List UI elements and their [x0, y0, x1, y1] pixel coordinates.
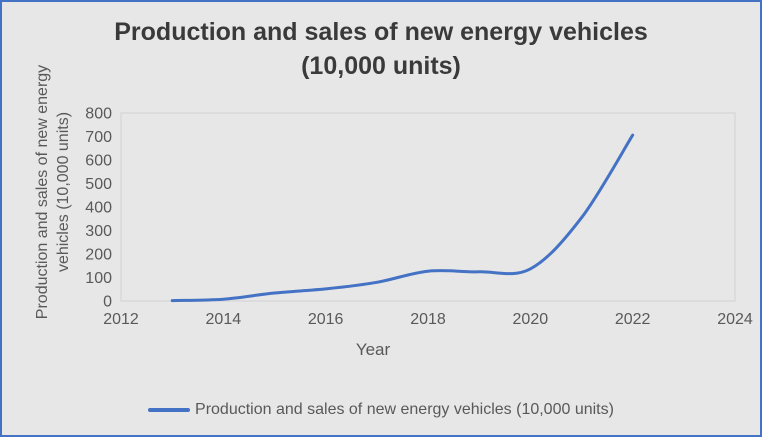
data-line: [170, 133, 635, 303]
x-axis-title: Year: [355, 340, 391, 359]
legend-label: Production and sales of new energy vehic…: [195, 401, 614, 418]
legend: Production and sales of new energy vehic…: [2, 399, 760, 421]
y-tick-label: 500: [85, 176, 112, 193]
y-tick-label: 700: [85, 129, 112, 146]
y-tick-label: 800: [85, 106, 112, 123]
y-tick-label: 200: [85, 247, 112, 264]
x-tick-label: 2016: [308, 311, 344, 328]
x-tick-label: 2014: [206, 311, 242, 328]
legend-line-swatch: [148, 408, 191, 412]
x-tick-label: 2024: [717, 311, 753, 328]
chart-title: Production and sales of new energy vehic…: [2, 15, 760, 83]
plot-area: [120, 112, 736, 302]
chart-title-line2: (10,000 units): [301, 52, 461, 80]
y-tick-label: 100: [85, 270, 112, 287]
x-tick-label: 2022: [615, 311, 651, 328]
y-tick-label: 400: [85, 200, 112, 217]
x-tick-label: 2012: [103, 311, 139, 328]
y-tick-label: 600: [85, 153, 112, 170]
y-tick-label: 300: [85, 223, 112, 240]
x-tick-label: 2020: [513, 311, 549, 328]
chart-title-line1: Production and sales of new energy vehic…: [114, 18, 648, 46]
y-tick-label: 0: [103, 294, 112, 311]
x-tick-label: 2018: [410, 311, 446, 328]
